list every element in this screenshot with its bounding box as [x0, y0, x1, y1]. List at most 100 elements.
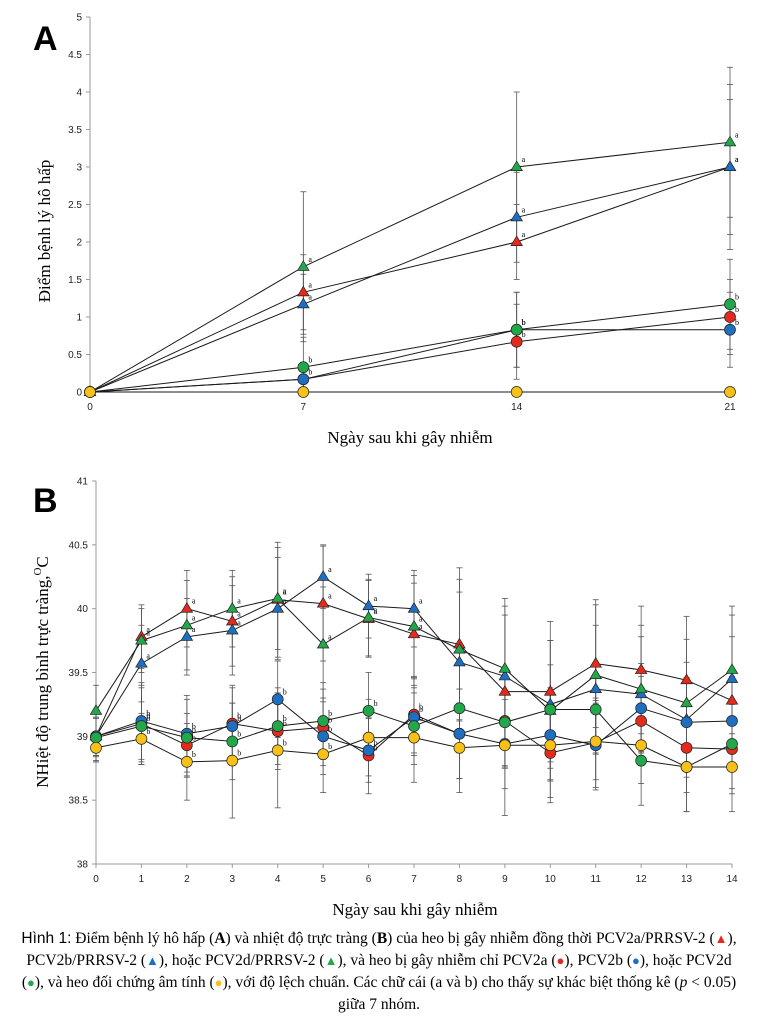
panel-b-x-tick-label: 6 — [366, 874, 372, 885]
panel-b-series-green-circle-significance-letter: b — [419, 714, 423, 723]
panel-a-series-green-circle-marker — [724, 298, 736, 311]
panel-b-series-green-circle-marker — [499, 716, 511, 729]
panel-b-series-green-circle-marker — [317, 715, 329, 727]
panel-b-series-yellow-circle-marker — [635, 739, 647, 752]
panel-b-series-red-triangle-marker — [407, 627, 421, 639]
panel-b-series-yellow-circle-significance-letter: b — [237, 749, 241, 758]
panel-a-x-axis-title: Ngày sau khi gây nhiễm — [327, 428, 492, 447]
red-dot-icon: ● — [556, 953, 565, 968]
panel-b-y-tick-label: 40.5 — [69, 540, 89, 551]
panel-b-y-axis-title: NHiệt độ trung bình trực tràng,OC — [32, 556, 52, 788]
panel-a-y-tick-label: 4.5 — [68, 50, 82, 61]
caption-text-6: ), và heo bị gây nhiễm chỉ PCV2a ( — [337, 952, 557, 969]
panel-b-series-green-triangle-significance-letter: a — [419, 615, 423, 624]
panel-b-series-red-circle-marker — [680, 741, 693, 754]
panel-b-x-tick-label: 12 — [636, 874, 648, 885]
panel-a-series-green-triangle-significance-letter: a — [522, 155, 526, 164]
caption-text-8: ), hoặc PCV2d ( — [21, 952, 732, 991]
panel-b-markers — [89, 570, 739, 773]
panel-b-series-green-circle-significance-letter: b — [146, 714, 150, 723]
panel-b-series-green-circle-marker — [271, 720, 284, 732]
panel-b-x-tick-label: 4 — [275, 874, 281, 885]
panel-b-series-green-circle-marker — [635, 754, 647, 767]
panel-b-series-green-circle-marker — [226, 735, 239, 748]
panel-a-y-tick-label: 0 — [76, 388, 82, 399]
panel-a-markers — [83, 135, 737, 398]
panel-b-y-axis-degree: O — [32, 568, 44, 576]
panel-a-series-red-circle-marker — [510, 335, 523, 348]
figure-caption: Hình 1: Điểm bệnh lý hô hấp (A) và nhiệt… — [14, 928, 744, 1016]
panel-a-series-green-triangle-marker — [510, 160, 523, 171]
panel-b-error-bars — [93, 541, 735, 819]
green-dot-icon: ● — [27, 975, 35, 990]
green-triangle-icon: ▲ — [324, 953, 338, 968]
panel-b-series-green-circle-significance-letter: b — [192, 726, 196, 735]
panel-b-series-red-triangle-significance-letter: a — [237, 609, 241, 618]
panel-b-series-blue-circle-significance-letter: b — [237, 714, 241, 723]
panel-a-series-green-triangle-marker — [723, 135, 737, 147]
panel-a-series-blue-triangle-significance-letter: a — [308, 292, 312, 301]
panel-b-series-red-triangle-marker — [316, 596, 330, 608]
panel-a-series-blue-triangle-significance-letter: a — [522, 205, 526, 214]
panel-a-series-blue-circle-marker — [724, 323, 736, 336]
panel-b-series-blue-circle-marker — [544, 729, 557, 741]
panel-b-series-green-triangle-significance-letter: a — [146, 629, 150, 638]
panel-b-series-blue-circle-marker — [362, 744, 375, 757]
panel-b-series-blue-triangle-marker — [180, 630, 194, 641]
panel-b-x-axis-title: Ngày sau khi gây nhiễm — [332, 900, 497, 919]
panel-b-series-red-triangle-marker — [725, 693, 739, 705]
caption-bold-b: B — [376, 930, 388, 947]
panel-b-y-tick-label: 40 — [77, 604, 89, 615]
panel-a-series-green-triangle-marker — [297, 260, 310, 271]
panel-b-x-tick-label: 13 — [681, 874, 693, 885]
panel-b-series-yellow-circle-marker — [680, 761, 693, 773]
panel-a-y-axis-title: Điểm bệnh lý hô hấp — [35, 160, 54, 303]
panel-a-y-tick-label: 3 — [76, 163, 82, 174]
panel-b-series-blue-triangle-marker — [453, 655, 466, 667]
panel-b-series-blue-triangle-marker — [135, 656, 148, 668]
panel-b-y-tick-label: 39.5 — [69, 668, 89, 679]
panel-b-series-blue-circle-marker — [226, 720, 239, 732]
panel-b-series-blue-triangle-significance-letter: a — [192, 625, 196, 634]
panel-b-series-green-triangle-marker — [135, 633, 148, 645]
panel-b-series-yellow-circle-marker — [181, 756, 193, 768]
panel-b-series-red-triangle-significance-letter: a — [328, 592, 332, 601]
panel-a-series-yellow-circle-marker — [84, 386, 96, 398]
panel-b-series-red-circle-significance-letter: b — [283, 719, 287, 728]
panel-a-y-tick-label: 4 — [76, 88, 82, 99]
panel-a-series-green-circle-significance-letter: b — [735, 292, 739, 301]
panel-b-series-blue-triangle-significance-letter: a — [146, 652, 150, 661]
panel-b-series-blue-triangle-significance-letter: a — [419, 597, 423, 606]
panel-b-y-tick-label: 41 — [77, 477, 89, 488]
panel-a-series-red-triangle-significance-letter: a — [308, 280, 312, 289]
panel-a-x-tick-label: 21 — [724, 402, 736, 413]
panel-b-series-blue-circle-marker — [680, 716, 693, 729]
panel-a-y-ticks: 0 0.5 1 1.5 2 2.5 3 3.5 4 4.5 5 — [68, 13, 90, 399]
panel-a-series-green-circle-significance-letter: b — [522, 318, 526, 327]
panel-b-series-blue-triangle-marker — [362, 599, 375, 611]
caption-label: Hình 1: — [21, 930, 72, 947]
panel-b-series-blue-triangle-significance-letter: a — [283, 597, 287, 606]
panel-b-series-red-circle-significance-letter: b — [146, 712, 150, 721]
panel-a-x-ticks: 0 7 14 21 — [87, 392, 736, 413]
panel-b-series-green-circle-marker — [408, 720, 420, 732]
panel-b-series-green-triangle-significance-letter: a — [283, 586, 287, 595]
panel-b-series-green-circle-significance-letter: b — [237, 729, 241, 738]
panel-b-series-green-circle-marker — [453, 702, 466, 715]
panel-b-series-blue-triangle-marker — [498, 669, 512, 681]
caption-text-1: Điểm bệnh lý hô hấp ( — [71, 930, 215, 947]
blue-dot-icon: ● — [632, 953, 640, 968]
panel-b-y-ticks: 38 38.5 39 39.5 40 40.5 41 — [69, 477, 96, 871]
panel-b-x-tick-label: 3 — [230, 874, 236, 885]
panel-b-series-green-triangle-marker — [316, 637, 330, 649]
panel-a-series-green-circle-marker — [510, 323, 523, 336]
panel-b-x-tick-label: 8 — [457, 874, 463, 885]
panel-b-x-tick-label: 10 — [545, 874, 557, 885]
panel-b-series-green-circle-marker — [544, 703, 557, 716]
panel-b-series-green-triangle-significance-letter: a — [237, 597, 241, 606]
panel-b-series-blue-circle-significance-letter: b — [146, 709, 150, 718]
panel-a-letter: A — [33, 20, 58, 58]
